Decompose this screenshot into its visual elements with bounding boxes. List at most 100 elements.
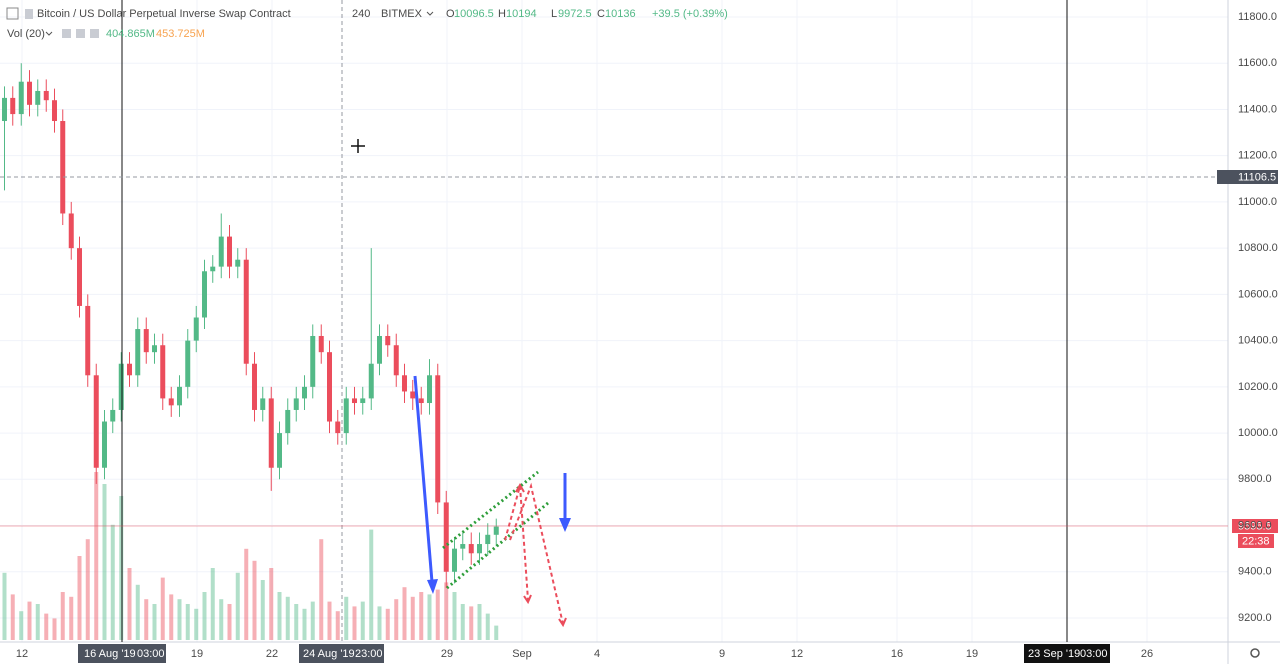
y-tick-label: 11600.0 (1238, 57, 1277, 69)
dropdown[interactable] (426, 11, 434, 16)
candle-body (2, 97, 7, 122)
candle-body (202, 271, 207, 318)
crosshair-price: 11106.5 (1238, 171, 1276, 183)
settings-icon[interactable] (1250, 648, 1260, 658)
x-tick-label: 26 (1141, 648, 1153, 660)
volume-bar (419, 592, 424, 640)
volume-bar (427, 594, 432, 640)
y-tick-label: 10200.0 (1238, 381, 1278, 393)
volume-bar (460, 604, 465, 640)
candle-body (218, 236, 224, 267)
candle-body (85, 305, 91, 376)
icon[interactable] (90, 29, 99, 38)
dropdown[interactable] (45, 31, 53, 36)
channel-line (446, 501, 549, 590)
legend-value: 9972.5 (558, 8, 592, 20)
candle-body (102, 421, 107, 468)
drawings (413, 375, 571, 628)
arrow-head (427, 579, 438, 594)
volume-bar (452, 592, 457, 640)
symbol-title[interactable]: Bitcoin / US Dollar Perpetual Inverse Sw… (37, 8, 291, 20)
volume-bar (335, 611, 340, 640)
volume-bar (202, 592, 207, 640)
candle-body (118, 363, 124, 410)
volume-bar (144, 599, 149, 640)
icon[interactable] (62, 29, 71, 38)
interval[interactable]: 240 (352, 8, 370, 20)
volume-bar (344, 596, 349, 640)
icon[interactable] (76, 29, 85, 38)
countdown: 22:38 (1242, 535, 1270, 547)
grid (0, 0, 1228, 642)
volume-bar (27, 601, 32, 640)
volume-bar (277, 592, 282, 640)
arrow (413, 375, 434, 583)
candle-body (460, 544, 466, 549)
volume-bar (44, 613, 49, 640)
volume-bar (444, 582, 449, 640)
volume-bar (77, 556, 82, 640)
volume-bar (269, 568, 274, 640)
candle-body (127, 363, 132, 376)
collapse-icon[interactable] (6, 7, 19, 20)
volume-bar (477, 604, 482, 640)
volume-bar (102, 484, 107, 640)
candle-body (35, 90, 41, 105)
candle-body (243, 259, 249, 364)
volume-bar (119, 496, 124, 640)
volume-bar (2, 572, 7, 640)
legend-label: C (597, 8, 605, 20)
volume-bar (110, 524, 115, 640)
y-tick-label: 9400.0 (1238, 566, 1272, 578)
x-tick-label: 19 (191, 648, 203, 660)
candle-body (10, 97, 16, 115)
x-tick-label: 12 (791, 648, 803, 660)
candle-body (477, 544, 482, 554)
volume-bar (352, 606, 357, 640)
volume-bar (169, 594, 174, 640)
candle-body (110, 409, 116, 422)
last-price-box (1232, 519, 1278, 533)
candles (2, 63, 499, 640)
volume-bar (285, 596, 290, 640)
x-tick-label: Sep (512, 648, 532, 660)
candle-body (493, 526, 499, 535)
volume-label[interactable]: Vol (20) (7, 28, 45, 40)
y-tick-label: 11800.0 (1238, 11, 1277, 23)
last-price: 9595.5 (1238, 520, 1272, 532)
candle-body (18, 81, 24, 115)
volume-bar (160, 577, 165, 640)
candle-body (68, 213, 74, 249)
candle-body (327, 352, 332, 422)
legend-value: 10194 (506, 8, 537, 20)
legend-value: 10136 (605, 8, 636, 20)
y-tick-label: 10000.0 (1238, 427, 1278, 439)
volume-bar (210, 568, 215, 640)
time-marker: 03:00 (1080, 648, 1108, 660)
volume-bar (410, 596, 415, 640)
candle-body (52, 100, 57, 122)
projection-head (515, 482, 567, 628)
volume-bar (10, 594, 15, 640)
legend-value: 10096.5 (454, 8, 494, 20)
candle-body (77, 248, 82, 306)
time-marker-box (299, 644, 384, 663)
volume-bar (85, 539, 90, 640)
candle-body (402, 375, 407, 392)
volume-bar (402, 587, 407, 640)
candle-body (485, 534, 491, 545)
volume-bar (235, 572, 240, 640)
volume-bar (360, 601, 365, 640)
volume-bar (294, 604, 299, 640)
candle-body (418, 398, 424, 404)
time-marker: 23 Sep '19 (1028, 648, 1080, 660)
candle-body (452, 548, 457, 572)
legend-label: O (446, 8, 455, 20)
volume-bar (435, 589, 440, 640)
x-tick-label: 22 (266, 648, 278, 660)
volume-bar (494, 625, 499, 640)
candle-body (343, 398, 349, 434)
candle-body (252, 363, 257, 410)
y-tick-label: 11000.0 (1238, 196, 1277, 208)
